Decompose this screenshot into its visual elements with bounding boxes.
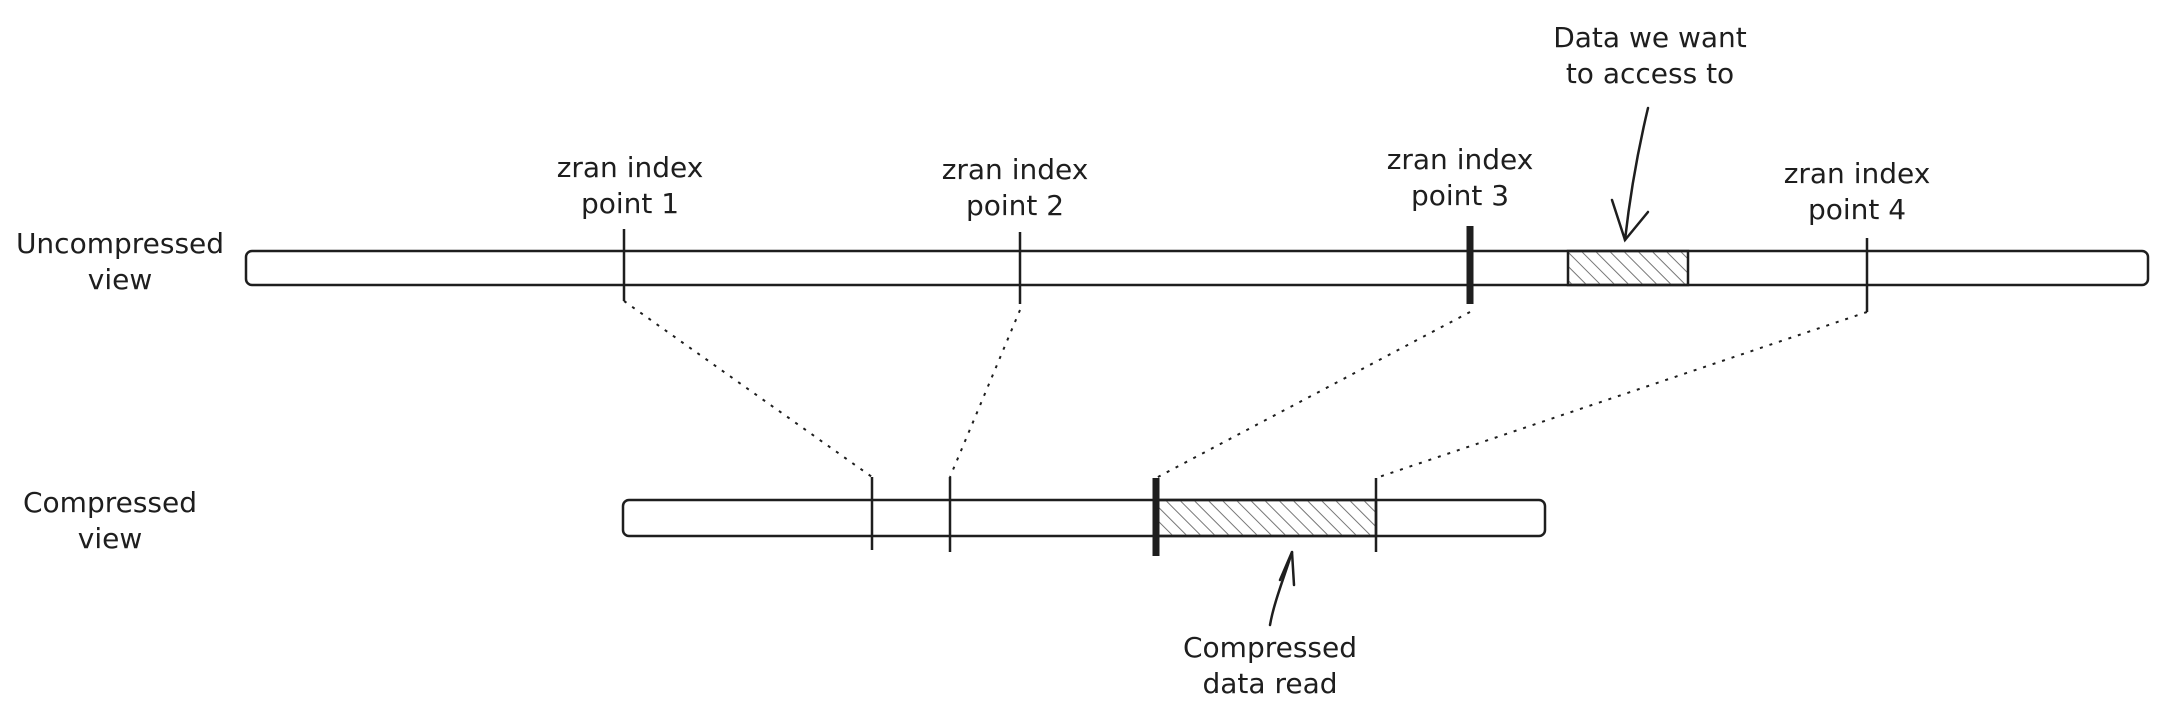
compressed-bar (621, 498, 1547, 538)
index-point-4-label: zran index point 4 (1783, 157, 1931, 226)
mapping-line-4 (1375, 311, 1868, 479)
compressed-read-label: Compressed data read (1182, 631, 1358, 700)
target-data-label: Data we want to access to (1553, 21, 1747, 90)
uncompressed-bar (244, 249, 2150, 287)
compressed-read-region (1154, 498, 1378, 538)
read-arrow (1268, 550, 1296, 627)
index-point-2-label: zran index point 2 (941, 153, 1089, 222)
target-data-region (1566, 249, 1690, 287)
mapping-line-2 (949, 309, 1021, 478)
compressed-view-label: Compressed view (22, 486, 198, 555)
target-arrow (1610, 106, 1650, 243)
mapping-line-1 (623, 300, 873, 478)
mapping-line-3 (1155, 311, 1471, 479)
index-point-3-label: zran index point 3 (1386, 143, 1534, 212)
index-point-1-label: zran index point 1 (556, 151, 704, 220)
uncompressed-view-label: Uncompressed view (15, 227, 225, 296)
